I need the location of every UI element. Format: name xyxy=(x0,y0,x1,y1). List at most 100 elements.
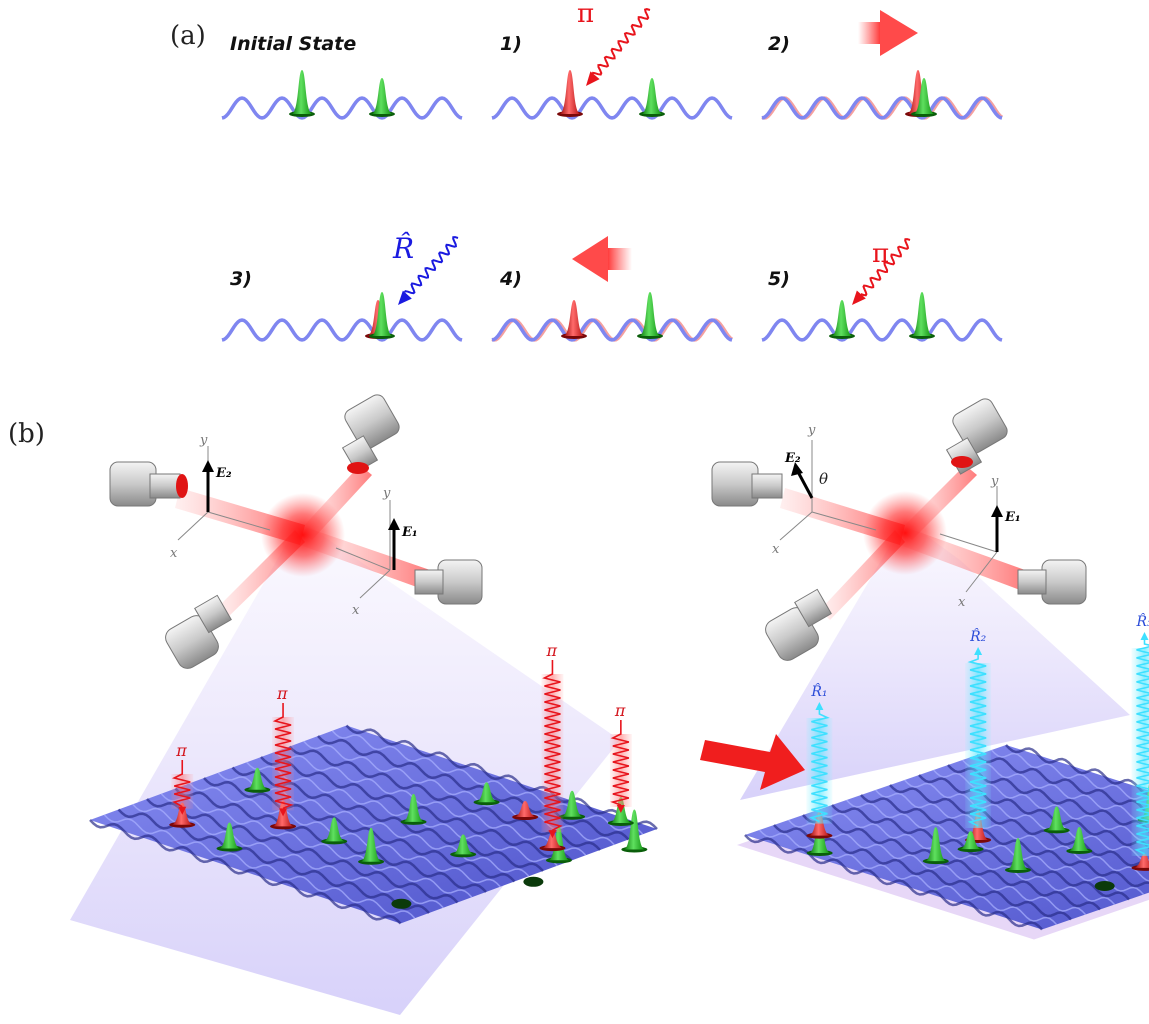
lattice-wave-3 xyxy=(221,236,463,342)
angle-theta-label: θ xyxy=(819,470,828,488)
laser-emitter-icon xyxy=(165,594,232,669)
red-atom xyxy=(539,832,566,852)
field-arrow-icon xyxy=(388,518,400,570)
step-label-5: 5) xyxy=(768,268,790,290)
laser-emitter-icon xyxy=(1017,559,1087,605)
lattice-wave-2 xyxy=(761,70,1004,120)
field-e1-label: E₁ xyxy=(401,525,418,540)
pi-photon-label-1: π xyxy=(577,0,594,29)
green-atom xyxy=(450,834,477,858)
green-atom xyxy=(829,300,855,339)
pi-photon-label-5: π xyxy=(872,239,889,269)
shift-arrow-icon xyxy=(700,734,805,790)
readout-photon: R̂₁ xyxy=(806,682,833,824)
pi-photon-label: π xyxy=(614,701,626,720)
green-atom xyxy=(909,292,935,339)
green-atom xyxy=(621,809,648,853)
red-atom xyxy=(1131,853,1149,871)
laser-emitter-icon xyxy=(945,398,1008,475)
green-atom xyxy=(369,292,395,339)
green-atom xyxy=(545,826,572,864)
step-label-3: 3) xyxy=(230,268,252,290)
field-arrow-icon xyxy=(791,462,814,499)
panel-b-label: (b) xyxy=(8,419,45,449)
readout-photon: R̂₂ xyxy=(965,627,992,828)
pi-photon-label: π xyxy=(276,684,288,703)
imaging-cone xyxy=(740,520,1130,800)
laser-emitter-icon xyxy=(414,559,483,605)
pi-photon-label: π xyxy=(545,641,557,660)
empty-site xyxy=(1094,881,1115,891)
green-atom xyxy=(1043,806,1070,834)
axis-y-label: y xyxy=(990,474,999,489)
field-e2-label: E₂ xyxy=(215,466,232,481)
step-label-2: 2) xyxy=(768,33,790,55)
field-arrow-icon xyxy=(991,505,1003,552)
green-atom xyxy=(637,292,663,339)
optical-lattice-surface xyxy=(737,744,1149,940)
panel-a-label: (a) xyxy=(170,21,206,51)
readout-photon-label: R̂₁ xyxy=(810,682,827,700)
lattice-wave-4 xyxy=(491,292,734,342)
green-atom xyxy=(321,817,348,845)
green-atom xyxy=(289,70,315,117)
laser-beams xyxy=(780,465,1025,620)
panel-b-left: y x y x E₂ E₁ π π π π xyxy=(70,394,658,1015)
shift-arrow-icon xyxy=(858,10,918,56)
wavy-photon-icon xyxy=(398,236,459,305)
green-atom xyxy=(957,831,984,853)
red-atom xyxy=(561,300,587,339)
axis-y-label: y xyxy=(199,433,208,448)
step-label-initial: Initial State xyxy=(230,33,356,55)
green-atom xyxy=(473,782,500,806)
step-label-1: 1) xyxy=(500,33,522,55)
field-e2-label: E₂ xyxy=(784,451,801,466)
shift-arrow-icon xyxy=(572,236,632,282)
green-atom xyxy=(1005,837,1031,873)
green-atom xyxy=(400,793,427,825)
axis-y-label: y xyxy=(382,486,391,501)
laser-emitter-icon xyxy=(711,461,783,507)
lattice-wave-5 xyxy=(761,238,1003,342)
optical-lattice-surface xyxy=(89,724,658,925)
axis-x-label: x xyxy=(170,546,178,561)
readout-photon-label: R̂₂ xyxy=(969,627,987,645)
laser-emitter-icon xyxy=(341,394,400,474)
step-label-4: 4) xyxy=(499,268,522,290)
red-atom xyxy=(557,70,583,117)
empty-site xyxy=(391,898,412,909)
axis-x-label: x xyxy=(352,603,360,618)
wavy-photon-icon xyxy=(852,238,911,305)
lattice-wave-1 xyxy=(491,8,733,120)
field-e1-label: E₁ xyxy=(1004,510,1021,525)
empty-site xyxy=(523,876,544,887)
green-atom xyxy=(922,827,949,865)
axis-x-label: x xyxy=(772,542,780,557)
field-arrow-icon xyxy=(202,460,214,512)
readout-photon: R̂₃ xyxy=(1131,612,1149,856)
lattice-wave-0 xyxy=(221,70,463,120)
pi-photon: π xyxy=(609,701,632,813)
laser-emitter-icon xyxy=(765,588,832,661)
green-atom xyxy=(639,78,665,117)
green-atom xyxy=(244,767,271,793)
green-atom xyxy=(216,822,243,852)
green-atom xyxy=(911,78,937,117)
red-atom xyxy=(512,801,539,821)
pi-photon: π xyxy=(171,741,194,815)
pi-photon: π xyxy=(272,684,295,817)
readout-photon-label-3: R̂ xyxy=(392,232,414,265)
panel-a: Initial State 1) 2) 3) 4) 5) π R̂ π xyxy=(221,0,1004,342)
green-atom xyxy=(1066,827,1093,854)
laser-emitter-icon xyxy=(109,461,188,507)
green-atom xyxy=(369,78,395,117)
pi-photon-label: π xyxy=(175,741,187,760)
wavy-photon-icon xyxy=(586,8,651,86)
axis-x-label: x xyxy=(958,595,966,610)
green-atom xyxy=(559,790,586,820)
axis-y-label: y xyxy=(807,423,816,438)
readout-photon-label: R̂₃ xyxy=(1136,612,1149,630)
pi-photon: π xyxy=(541,641,564,839)
panel-b-right: y x y x E₂ θ E₁ R̂₁R̂₂R̂₃R̂₄ xyxy=(700,398,1149,940)
